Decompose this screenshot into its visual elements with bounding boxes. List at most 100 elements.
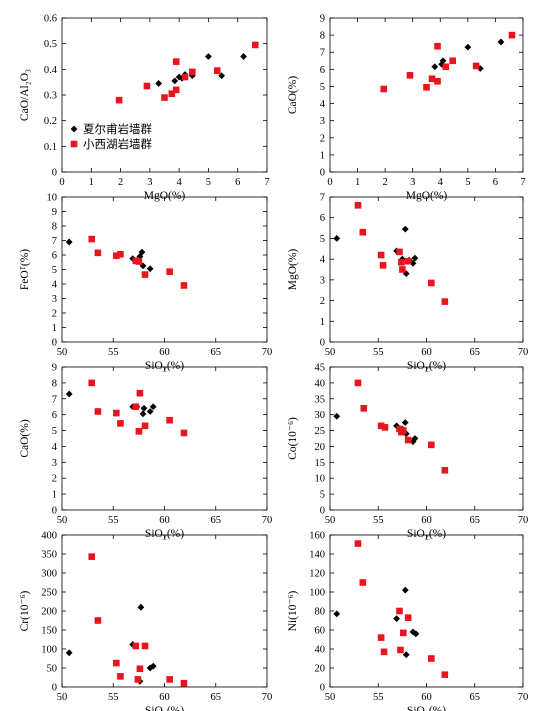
x-tick-label: 60 [421, 515, 432, 526]
data-point-square [113, 409, 120, 417]
data-point-square [428, 75, 436, 83]
chart-panel-1: 0 1 2 3 4 5 6 7 0 0.1 0.2 0.3 0.4 0.5 0.6 MgO(%) CaO/Al₂… [19, 14, 270, 203]
y-tick-label: 8 [320, 31, 325, 42]
x-tick-label: 50 [325, 515, 336, 526]
data-point-square [508, 31, 516, 39]
x-tick-label: 55 [108, 692, 119, 703]
data-point-diamond [138, 248, 146, 256]
data-point-square [379, 262, 387, 269]
data-point-diamond [171, 77, 179, 85]
legend-marker-diamond [70, 125, 78, 133]
data-point-diamond [139, 262, 147, 270]
data-point-square [381, 424, 389, 431]
data-point-square [441, 298, 449, 305]
data-point-square [180, 282, 188, 289]
x-tick-label: 50 [325, 692, 336, 703]
data-point-diamond [333, 235, 341, 242]
legend-marker-square [70, 140, 78, 148]
x-tick-label: 55 [108, 347, 119, 358]
data-point-square [141, 642, 149, 650]
x-tick-label: 65 [211, 515, 222, 526]
data-point-square [180, 429, 188, 437]
y-tick-label: 0.1 [44, 142, 57, 153]
y-tick-label: 1 [320, 150, 325, 161]
data-point-square [117, 673, 124, 680]
y-tick-label: 2 [52, 309, 57, 320]
data-point-diamond [333, 412, 341, 420]
data-point-square [117, 250, 124, 258]
y-tick-label: 80 [315, 607, 326, 618]
y-tick-label: 7 [320, 193, 325, 204]
y-tick-label: 2 [320, 296, 325, 307]
y-tick-label: 25 [315, 426, 326, 437]
data-point-square [88, 235, 96, 243]
x-tick-label: 5 [206, 177, 211, 188]
y-tick-label: 20 [315, 442, 326, 453]
y-tick-label: 6 [52, 410, 57, 421]
data-point-square [397, 646, 404, 654]
y-tick-label: 100 [309, 588, 325, 599]
data-point-square [377, 251, 385, 259]
data-point-square [359, 579, 367, 586]
y-tick-label: 10 [315, 474, 326, 485]
y-tick-label: 40 [315, 378, 326, 389]
x-tick-label: 70 [262, 515, 273, 526]
y-tick-label: 6 [52, 251, 57, 262]
x-axis-title: SiO₂(%) [145, 360, 184, 372]
y-tick-label: 3 [320, 116, 325, 127]
data-point-diamond [464, 43, 472, 51]
data-point-diamond [155, 80, 163, 87]
y-axis-title: MgO(%) [287, 249, 299, 291]
x-tick-label: 55 [108, 515, 119, 526]
y-tick-label: 0 [52, 506, 57, 517]
y-axis-title: Co(10⁻⁶) [287, 417, 299, 460]
y-tick-label: 0 [52, 338, 57, 349]
data-point-square [398, 258, 405, 266]
y-tick-label: 0 [320, 338, 325, 349]
data-point-square [141, 422, 149, 430]
data-point-square [161, 94, 168, 101]
data-point-square [400, 427, 407, 434]
x-tick-label: 2 [118, 177, 123, 188]
data-point-square [377, 422, 385, 430]
x-tick-label: 65 [470, 347, 481, 358]
x-tick-label: 60 [159, 515, 170, 526]
data-point-square [404, 436, 412, 444]
data-point-square [354, 201, 362, 209]
y-tick-label: 10 [47, 193, 58, 204]
y-axis-title: CaO(%) [19, 419, 31, 457]
data-point-square [134, 676, 142, 683]
x-tick-label: 50 [325, 347, 336, 358]
y-tick-label: 4 [52, 442, 58, 453]
data-point-diamond [401, 419, 409, 427]
data-point-square [434, 42, 441, 50]
data-point-square [380, 648, 388, 656]
data-point-square [136, 389, 144, 397]
x-tick-label: 65 [211, 692, 222, 703]
y-tick-label: 1 [52, 323, 57, 334]
data-point-square [377, 634, 385, 641]
data-point-diamond [439, 57, 447, 65]
data-point-square [404, 614, 412, 621]
data-point-diamond [175, 73, 183, 81]
y-tick-label: 140 [309, 550, 325, 561]
data-point-diamond [140, 404, 148, 412]
data-point-square [113, 252, 120, 260]
data-point-diamond [205, 53, 212, 60]
data-point-square [442, 63, 450, 71]
y-tick-label: 9 [320, 14, 325, 25]
y-tick-label: 0 [52, 168, 57, 179]
data-point-square [88, 379, 96, 387]
chart-panel-7: 50 55 60 65 70050100150200250300350400SiO₂(%… [19, 531, 272, 711]
y-tick-label: 250 [41, 588, 57, 599]
data-point-diamond [476, 65, 484, 72]
data-point-square [141, 271, 149, 278]
x-tick-label: 55 [373, 515, 384, 526]
data-point-diamond [146, 664, 154, 672]
y-tick-label: 2 [52, 474, 57, 485]
data-point-square [166, 268, 173, 275]
y-tick-label: 4 [320, 255, 326, 266]
x-tick-label: 55 [373, 347, 384, 358]
data-point-square [132, 642, 140, 650]
